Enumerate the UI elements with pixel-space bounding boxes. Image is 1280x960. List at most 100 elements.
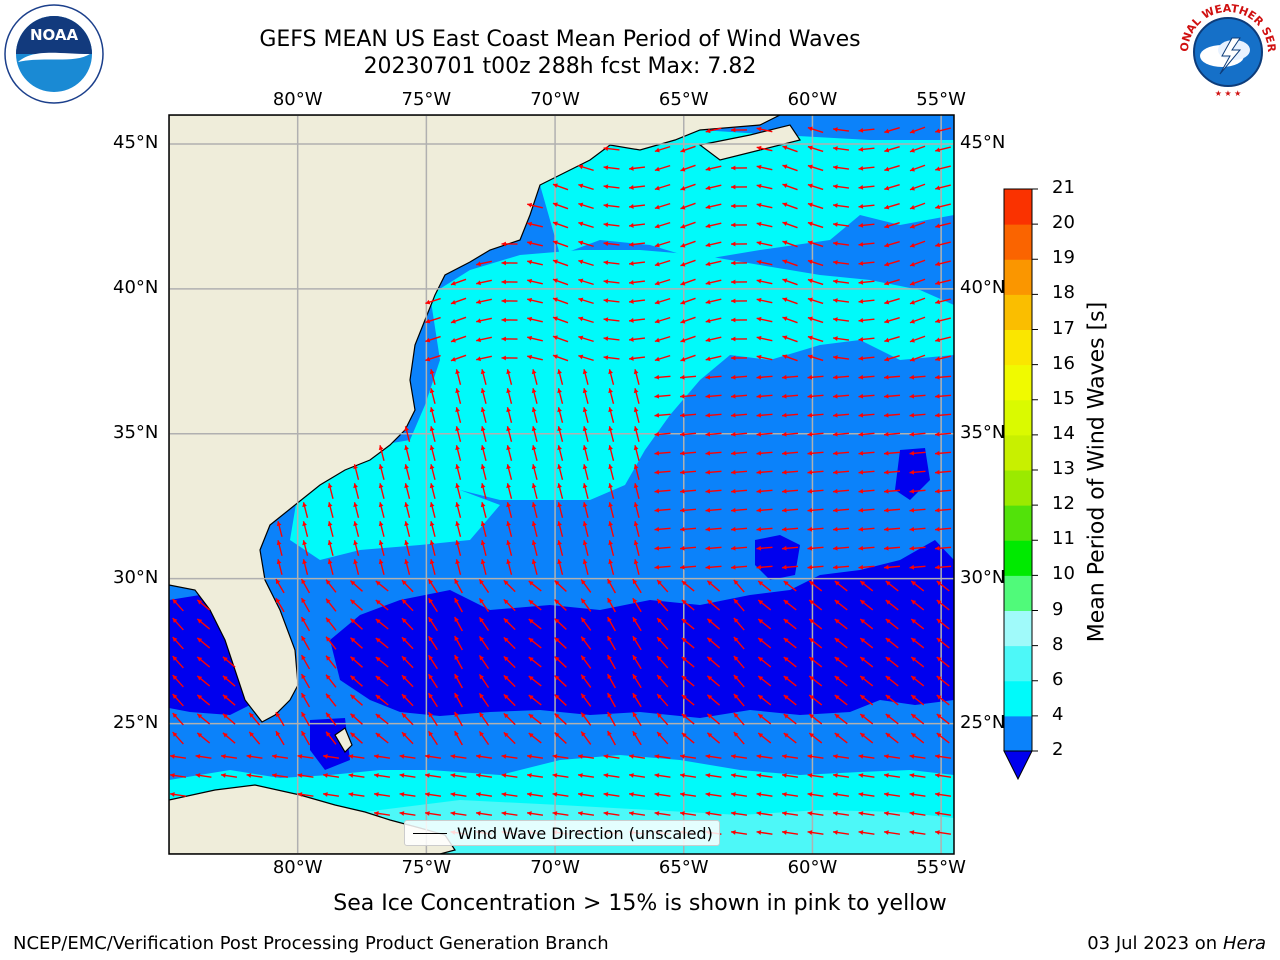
wind-wave-arrow bbox=[375, 637, 389, 649]
wind-wave-arrow bbox=[757, 656, 772, 668]
wind-wave-arrow bbox=[350, 637, 363, 649]
wind-wave-arrow bbox=[478, 731, 490, 745]
wind-wave-arrow bbox=[503, 712, 516, 726]
wind-wave-arrow bbox=[531, 559, 538, 575]
wind-wave-arrow bbox=[909, 469, 926, 475]
wind-wave-arrow bbox=[781, 830, 799, 835]
wind-wave-arrow bbox=[300, 673, 311, 689]
wind-wave-arrow bbox=[275, 597, 285, 613]
wind-wave-arrow bbox=[756, 393, 773, 399]
wind-wave-arrow bbox=[353, 483, 360, 499]
wind-wave-arrow bbox=[832, 545, 850, 551]
wind-wave-arrow bbox=[552, 811, 569, 816]
wind-wave-arrow bbox=[832, 241, 850, 246]
wind-wave-arrow bbox=[654, 354, 671, 362]
wind-wave-arrow bbox=[578, 202, 594, 210]
wind-wave-arrow bbox=[476, 298, 492, 305]
colorbar-tick-label: 13 bbox=[1052, 458, 1075, 479]
wind-wave-arrow bbox=[808, 580, 823, 592]
wind-wave-arrow bbox=[781, 469, 799, 475]
wind-wave-arrow bbox=[654, 450, 671, 456]
wind-wave-arrow bbox=[503, 693, 516, 707]
wind-wave-arrow bbox=[679, 507, 697, 513]
wind-wave-arrow bbox=[756, 507, 773, 513]
wind-wave-arrow bbox=[428, 730, 438, 746]
wind-wave-arrow bbox=[858, 393, 875, 399]
wind-wave-arrow bbox=[909, 830, 926, 835]
wind-wave-arrow bbox=[654, 811, 671, 816]
wind-wave-arrow bbox=[781, 526, 799, 532]
colorbar-tick-label: 9 bbox=[1052, 598, 1064, 620]
wind-wave-arrow bbox=[552, 297, 569, 305]
wind-wave-arrow bbox=[222, 713, 236, 725]
wind-wave-arrow bbox=[633, 464, 640, 480]
wind-wave-arrow bbox=[832, 830, 850, 835]
wind-wave-arrow bbox=[807, 297, 824, 305]
wind-wave-arrow bbox=[503, 655, 516, 669]
wind-wave-arrow bbox=[730, 374, 748, 380]
wind-wave-arrow bbox=[883, 412, 901, 418]
wind-wave-arrow bbox=[757, 637, 772, 649]
colorbar-tick-label: 10 bbox=[1052, 563, 1075, 585]
wind-wave-arrow bbox=[910, 713, 925, 725]
wind-wave-arrow bbox=[607, 578, 616, 594]
wind-wave-arrow bbox=[628, 223, 646, 228]
wind-wave-arrow bbox=[858, 754, 875, 759]
wind-wave-arrow bbox=[679, 431, 697, 437]
wind-wave-arrow bbox=[628, 792, 646, 797]
wind-wave-arrow bbox=[455, 483, 462, 499]
wind-wave-arrow bbox=[909, 754, 926, 759]
wind-wave-arrow bbox=[450, 316, 467, 324]
wind-wave-arrow bbox=[681, 637, 695, 649]
longitude-label-bottom: 75°W bbox=[401, 857, 452, 878]
wind-wave-arrow bbox=[429, 445, 436, 461]
wind-wave-arrow bbox=[756, 792, 773, 797]
wind-wave-arrow bbox=[705, 545, 722, 551]
wind-wave-arrow bbox=[909, 564, 926, 570]
wind-wave-arrow bbox=[705, 279, 722, 286]
wind-wave-arrow bbox=[656, 636, 669, 650]
wind-wave-arrow bbox=[883, 526, 901, 532]
wind-wave-arrow bbox=[730, 203, 748, 209]
wind-wave-arrow bbox=[425, 354, 441, 362]
wind-wave-arrow bbox=[832, 127, 850, 132]
wind-wave-arrow bbox=[935, 165, 951, 172]
wind-wave-arrow bbox=[454, 597, 463, 613]
wind-wave-arrow bbox=[756, 450, 773, 456]
wind-wave-arrow bbox=[557, 464, 564, 480]
wind-wave-arrow bbox=[633, 540, 640, 556]
wind-wave-arrow bbox=[375, 599, 389, 611]
wind-wave-arrow bbox=[654, 335, 671, 343]
wind-wave-arrow bbox=[679, 564, 697, 570]
wind-wave-arrow bbox=[607, 673, 616, 689]
wind-wave-arrow bbox=[832, 469, 850, 475]
wind-wave-arrow bbox=[757, 732, 772, 744]
wind-wave-arrow bbox=[781, 773, 799, 778]
wind-wave-arrow bbox=[526, 754, 544, 759]
wind-wave-arrow bbox=[705, 450, 722, 456]
wind-wave-arrow bbox=[578, 221, 594, 229]
wind-wave-arrow bbox=[832, 811, 850, 816]
wind-wave-arrow bbox=[577, 773, 595, 778]
wind-wave-arrow bbox=[527, 297, 543, 304]
wind-wave-arrow bbox=[705, 431, 722, 437]
wind-wave-arrow bbox=[172, 598, 184, 612]
wind-wave-arrow bbox=[910, 580, 925, 592]
wind-wave-arrow bbox=[757, 694, 772, 706]
wind-wave-arrow bbox=[480, 464, 487, 480]
wind-wave-arrow bbox=[480, 426, 487, 442]
wind-wave-arrow bbox=[858, 166, 875, 171]
wind-wave-arrow bbox=[730, 260, 748, 266]
wind-wave-arrow bbox=[632, 597, 642, 613]
map-title: GEFS MEAN US East Coast Mean Period of W… bbox=[259, 27, 861, 52]
wind-wave-arrow bbox=[884, 146, 900, 153]
wind-wave-arrow bbox=[834, 618, 848, 630]
wind-wave-arrow bbox=[429, 502, 436, 518]
wind-wave-arrow bbox=[730, 431, 748, 437]
wind-wave-arrow bbox=[528, 637, 542, 649]
wind-wave-arrow bbox=[656, 674, 669, 688]
wind-wave-arrow bbox=[628, 261, 646, 266]
wind-wave-arrow bbox=[730, 241, 748, 247]
wind-wave-arrow bbox=[756, 145, 773, 152]
wind-wave-arrow bbox=[353, 502, 360, 518]
